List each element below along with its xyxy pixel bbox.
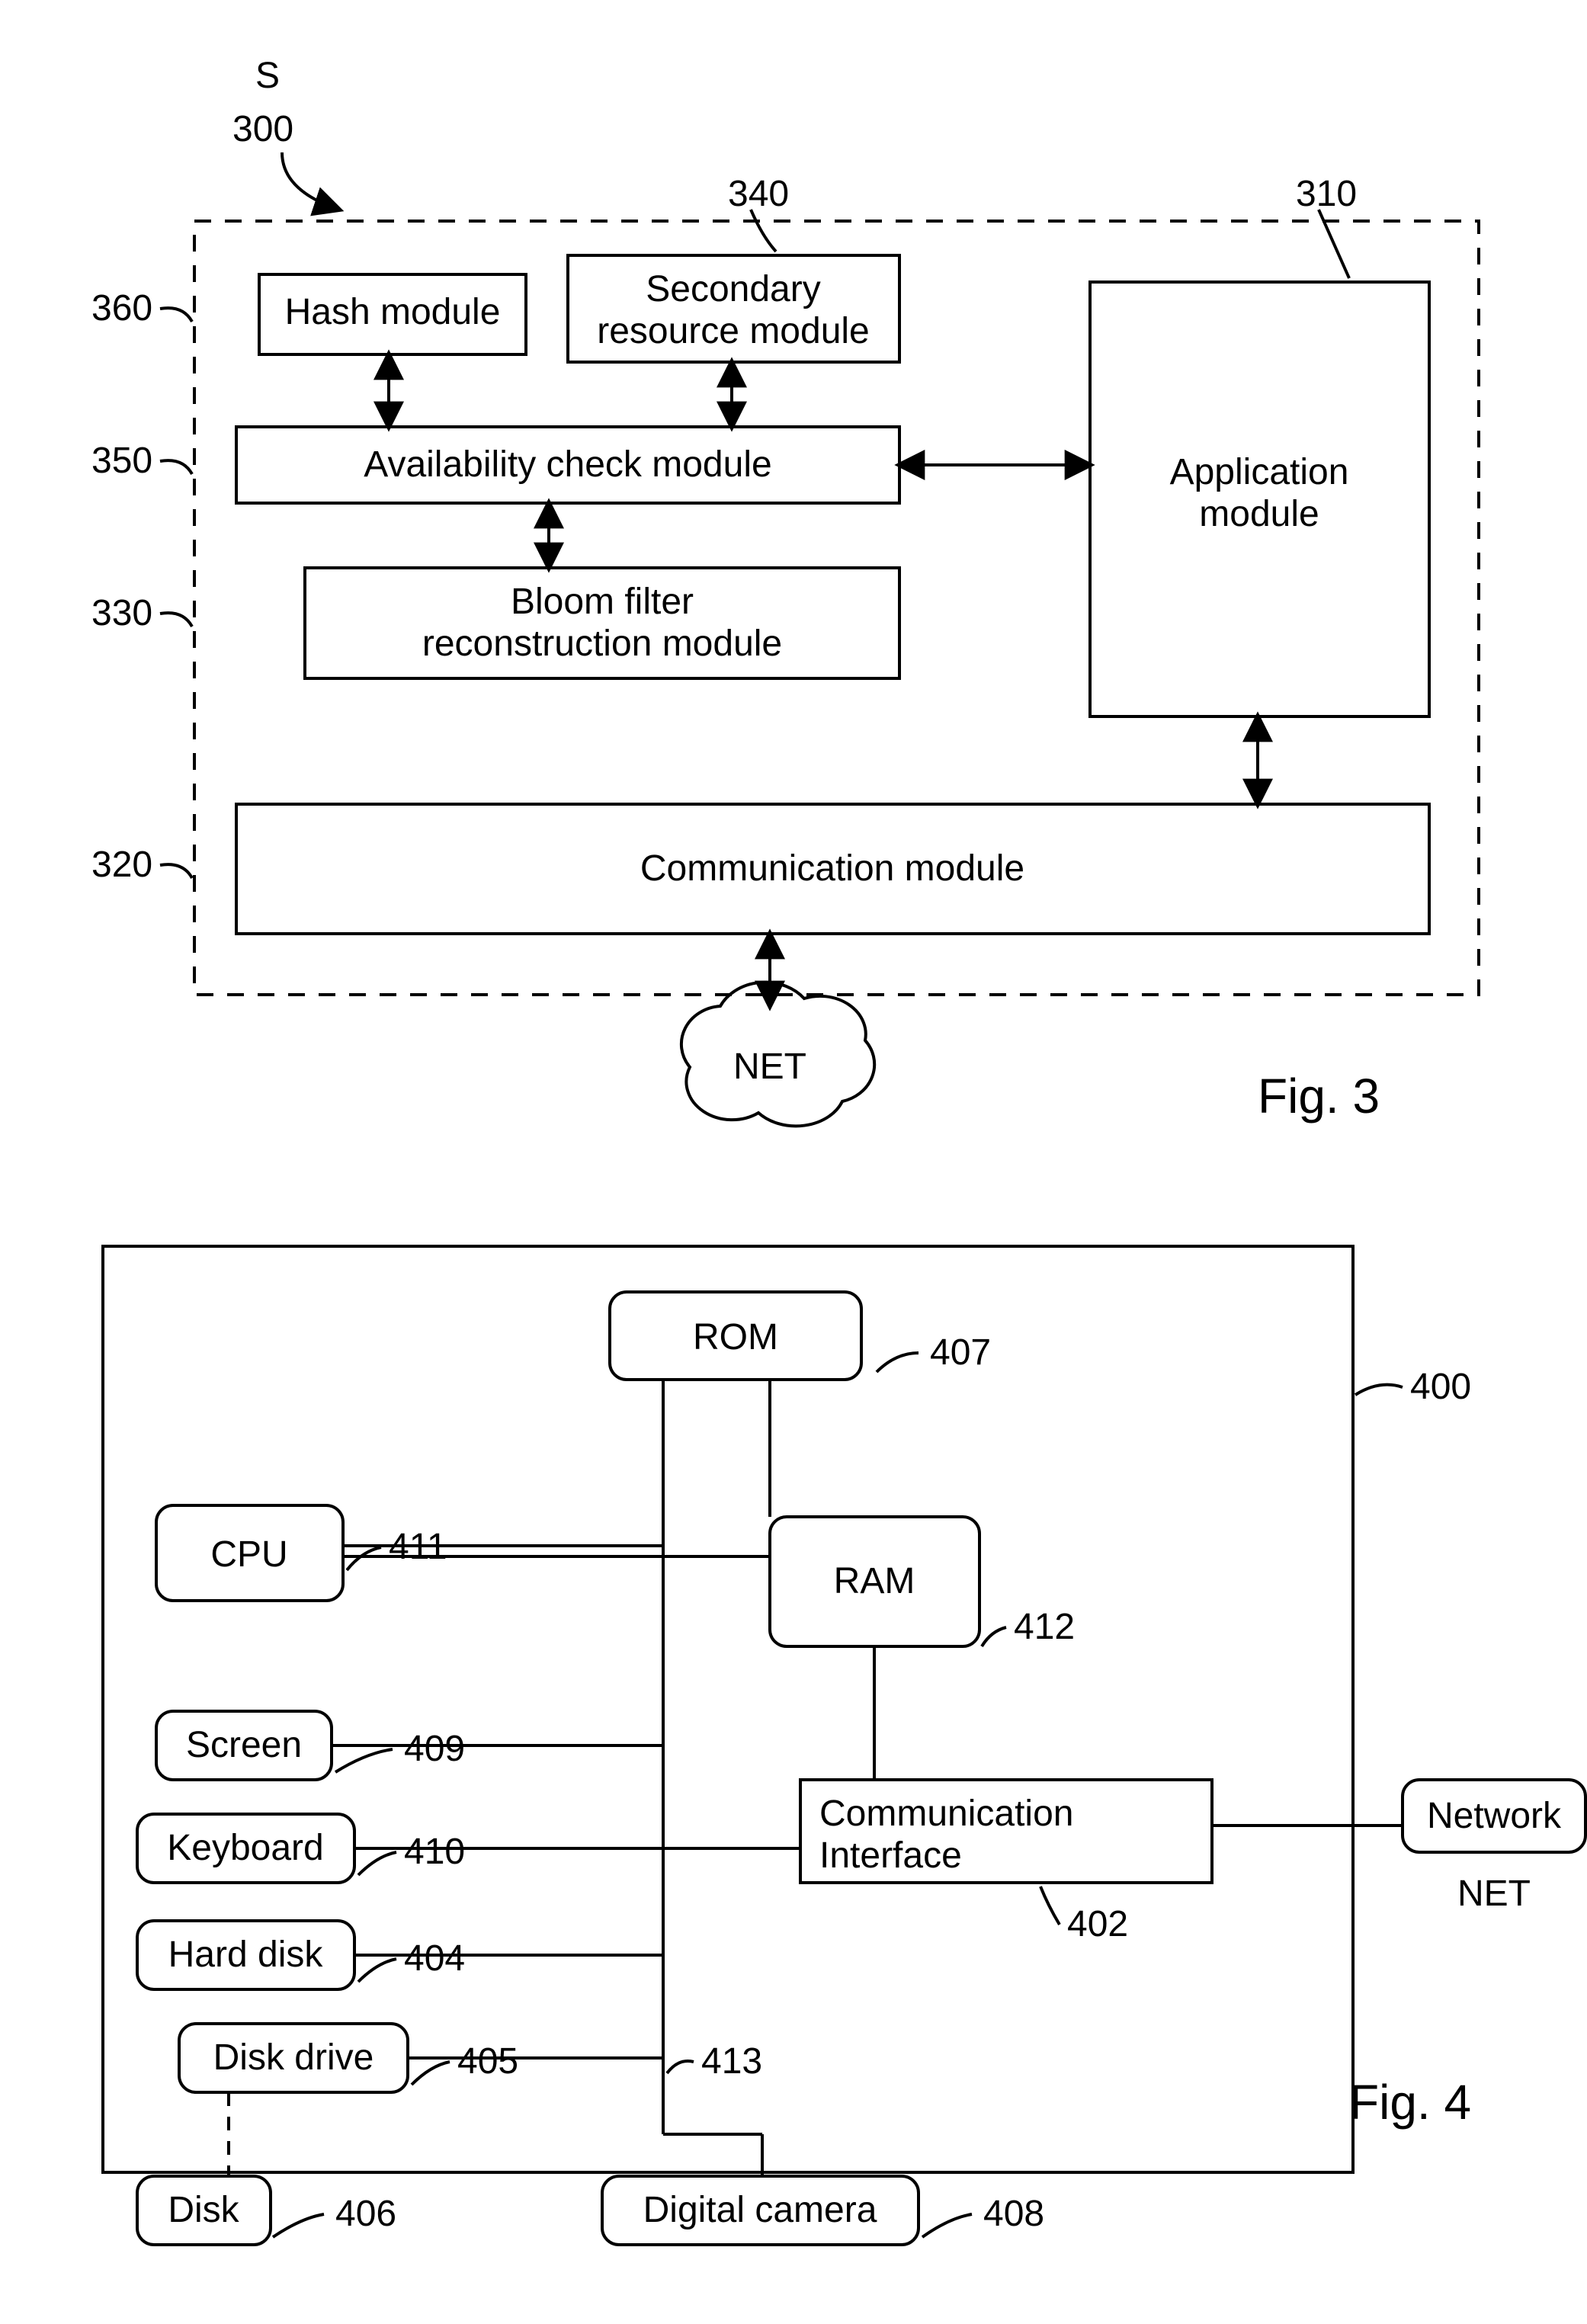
diskdrive-label: Disk drive <box>213 2037 374 2078</box>
comm-iface-label1: Communication <box>819 1793 1073 1834</box>
cpu-label: CPU <box>210 1534 287 1575</box>
tick-icon <box>922 2214 972 2237</box>
tick-icon <box>160 864 192 878</box>
hash-module-label: Hash module <box>285 292 501 332</box>
fig4: 400 ROM 407 CPU 411 RAM 412 Communicatio… <box>103 1246 1585 2245</box>
net-label: NET <box>733 1047 806 1087</box>
availability-label: Availability check module <box>364 444 771 485</box>
ref-409: 409 <box>404 1729 465 1769</box>
ref-360: 360 <box>91 288 152 329</box>
tick-icon <box>273 2214 324 2237</box>
ref-413: 413 <box>701 2041 762 2082</box>
ref-340: 340 <box>728 174 789 214</box>
secondary-label2: resource module <box>597 311 870 351</box>
ram-label: RAM <box>834 1561 915 1601</box>
ref-350: 350 <box>91 441 152 481</box>
net-cloud-icon: NET <box>681 982 874 1127</box>
fig4-caption: Fig. 4 <box>1349 2075 1471 2130</box>
tick-icon <box>751 210 776 252</box>
secondary-label1: Secondary <box>646 269 820 309</box>
screen-label: Screen <box>186 1725 302 1765</box>
network-sub: NET <box>1457 1874 1531 1914</box>
ref-410: 410 <box>404 1832 465 1872</box>
application-label1: Application <box>1170 452 1349 492</box>
fig3-caption: Fig. 3 <box>1258 1069 1380 1124</box>
disk-label: Disk <box>168 2190 239 2230</box>
ref-406: 406 <box>335 2194 396 2234</box>
ref-320: 320 <box>91 845 152 885</box>
ref-330: 330 <box>91 593 152 633</box>
ref-402: 402 <box>1067 1904 1128 1944</box>
ref-405: 405 <box>457 2041 518 2082</box>
tick-icon <box>1355 1385 1403 1395</box>
keyboard-label: Keyboard <box>167 1828 323 1868</box>
camera-label: Digital camera <box>643 2190 877 2230</box>
comm-iface-label2: Interface <box>819 1835 962 1876</box>
application-label2: module <box>1199 494 1319 534</box>
bloom-label2: reconstruction module <box>422 623 782 664</box>
tick-icon <box>160 460 192 474</box>
bloom-label1: Bloom filter <box>511 582 694 622</box>
ref-412: 412 <box>1014 1607 1075 1647</box>
label-s: S <box>255 56 280 96</box>
ref-400: 400 <box>1410 1367 1471 1407</box>
tick-icon <box>160 613 192 627</box>
ref-310: 310 <box>1296 174 1357 214</box>
communication-label: Communication module <box>640 848 1024 889</box>
fig3: S 300 Hash module 360 Secondary resource… <box>91 56 1479 1126</box>
rom-label: ROM <box>693 1317 778 1358</box>
harddisk-label: Hard disk <box>168 1935 324 1975</box>
ref-404: 404 <box>404 1938 465 1979</box>
network-label: Network <box>1427 1796 1562 1836</box>
ref-408: 408 <box>983 2194 1044 2234</box>
pointer-arrow-icon <box>282 152 339 210</box>
tick-icon <box>160 308 192 322</box>
label-300: 300 <box>232 109 293 149</box>
ref-407: 407 <box>930 1332 991 1373</box>
